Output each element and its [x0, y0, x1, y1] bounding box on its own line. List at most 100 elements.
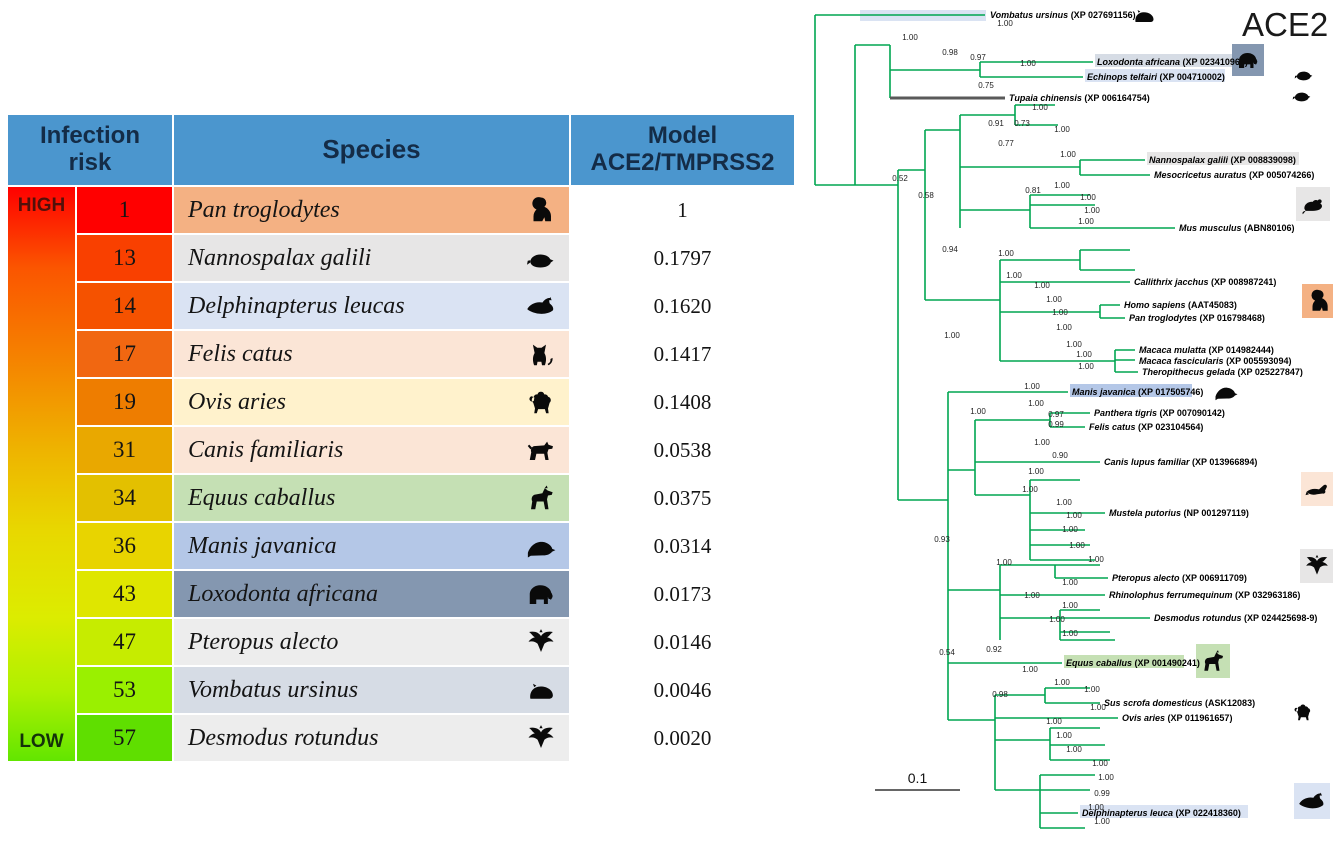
species-cell: Loxodonta africana [174, 571, 569, 617]
support-value: 0.92 [986, 645, 1002, 654]
tree-tip-label: Callithrix jacchus (XP 008987241) [1134, 277, 1276, 287]
model-value-cell: 0.0146 [571, 619, 794, 665]
model-value-cell: 0.0538 [571, 427, 794, 473]
support-value: 0.77 [998, 139, 1014, 148]
risk-low-label: LOW [19, 731, 64, 752]
bat-icon [525, 723, 557, 753]
species-cell: Desmodus rotundus [174, 715, 569, 761]
support-value: 1.00 [1062, 525, 1078, 534]
support-value: 1.00 [902, 33, 918, 42]
tree-title: ACE2 [1242, 6, 1329, 43]
support-value: 1.00 [1066, 511, 1082, 520]
species-name: Nannospalax galili [188, 244, 372, 271]
species-cell: Pan troglodytes [174, 187, 569, 233]
tree-tip-label: Macaca fascicularis (XP 005593094) [1139, 356, 1291, 366]
species-cell: Delphinapterus leucas [174, 283, 569, 329]
support-value: 1.00 [1092, 759, 1108, 768]
support-value: 1.00 [1066, 745, 1082, 754]
support-value: 1.00 [1078, 217, 1094, 226]
species-cell: Ovis aries [174, 379, 569, 425]
tree-tip-label: Nannospalax galili (XP 008839098) [1149, 155, 1296, 165]
wombat-icon [525, 675, 557, 705]
risk-gradient-bar: HIGH LOW [8, 187, 75, 761]
header-infection-risk: Infection risk [8, 115, 172, 185]
species-name: Ovis aries [188, 388, 286, 415]
whale-icon [525, 291, 557, 321]
support-value: 0.97 [970, 53, 986, 62]
species-name: Loxodonta africana [188, 580, 378, 607]
species-cell: Manis javanica [174, 523, 569, 569]
species-cell: Felis catus [174, 331, 569, 377]
rank-cell: 47 [77, 619, 172, 665]
tree-tip-label: Delphinapterus leuca (XP 022418360) [1082, 808, 1241, 818]
support-value: 1.00 [1022, 665, 1038, 674]
species-cell: Nannospalax galili [174, 235, 569, 281]
support-value: 1.00 [1020, 59, 1036, 68]
species-name: Equus caballus [188, 484, 336, 511]
model-value-cell: 0.1417 [571, 331, 794, 377]
support-value: 1.00 [1056, 731, 1072, 740]
support-value: 0.90 [1052, 451, 1068, 460]
tree-tip-label: Vombatus ursinus (XP 027691156) [990, 10, 1136, 20]
cat-icon [525, 339, 557, 369]
model-value-cell: 0.0020 [571, 715, 794, 761]
support-value: 0.91 [988, 119, 1004, 128]
support-value: 1.00 [1069, 541, 1085, 550]
dog-icon [525, 435, 557, 465]
support-value: 0.99 [1094, 789, 1110, 798]
rank-cell: 17 [77, 331, 172, 377]
elephant-icon [525, 579, 557, 609]
ape-icon [525, 195, 557, 225]
tip-highlight [1080, 805, 1248, 818]
support-value: 1.00 [970, 407, 986, 416]
support-value: 0.58 [918, 191, 934, 200]
support-value: 1.00 [1060, 150, 1076, 159]
rank-cell: 36 [77, 523, 172, 569]
support-value: 1.00 [1084, 685, 1100, 694]
support-value: 1.00 [1080, 193, 1096, 202]
support-value: 1.00 [1090, 703, 1106, 712]
tree-tip-label: Desmodus rotundus (XP 024425698-9) [1154, 613, 1317, 623]
support-value: 1.00 [1032, 103, 1048, 112]
tree-tip-label: Canis lupus familiar (XP 013966894) [1104, 457, 1257, 467]
support-value: 1.00 [1088, 555, 1104, 564]
species-name: Vombatus ursinus [188, 676, 359, 703]
rank-cell: 1 [77, 187, 172, 233]
species-name: Pan troglodytes [188, 196, 340, 223]
support-value: 1.00 [997, 19, 1013, 28]
model-value-cell: 0.0046 [571, 667, 794, 713]
bat-icon [525, 627, 557, 657]
rank-cell: 19 [77, 379, 172, 425]
tree-tip-label: Equus caballus (XP 001490241) [1066, 658, 1200, 668]
tree-tip-label: Theropithecus gelada (XP 025227847) [1142, 367, 1303, 377]
support-value: 1.00 [1054, 678, 1070, 687]
tree-tip-label: Loxodonta africana (XP 023410960) [1097, 57, 1248, 67]
support-value: 1.00 [1088, 803, 1104, 812]
support-value: 1.00 [1084, 206, 1100, 215]
header-species: Species [174, 115, 569, 185]
support-value: 1.00 [1056, 498, 1072, 507]
tip-highlight [1064, 655, 1184, 668]
pangolin-icon [525, 531, 557, 561]
species-name: Pteropus alecto [188, 628, 339, 655]
support-value: 1.00 [1094, 817, 1110, 826]
support-value: 1.00 [1006, 271, 1022, 280]
support-value: 0.98 [992, 690, 1008, 699]
support-value: 1.00 [1028, 399, 1044, 408]
support-value: 0.81 [1025, 186, 1041, 195]
tree-tip-label: Rhinolophus ferrumequinum (XP 032963186) [1109, 590, 1300, 600]
tree-tip-label: Ovis aries (XP 011961657) [1122, 713, 1232, 723]
model-value-cell: 0.0314 [571, 523, 794, 569]
tree-tip-label: Sus scrofa domesticus (ASK12083) [1104, 698, 1255, 708]
pangolin-icon [1215, 387, 1238, 401]
support-value: 1.00 [1022, 485, 1038, 494]
species-name: Delphinapterus leucas [188, 292, 405, 319]
support-value: 1.00 [1046, 295, 1062, 304]
support-value: 0.93 [934, 535, 950, 544]
support-value: 1.00 [1098, 773, 1114, 782]
support-value: 1.00 [1024, 382, 1040, 391]
support-value: 1.00 [1054, 125, 1070, 134]
support-value: 1.00 [1076, 350, 1092, 359]
risk-high-label: HIGH [17, 195, 66, 216]
